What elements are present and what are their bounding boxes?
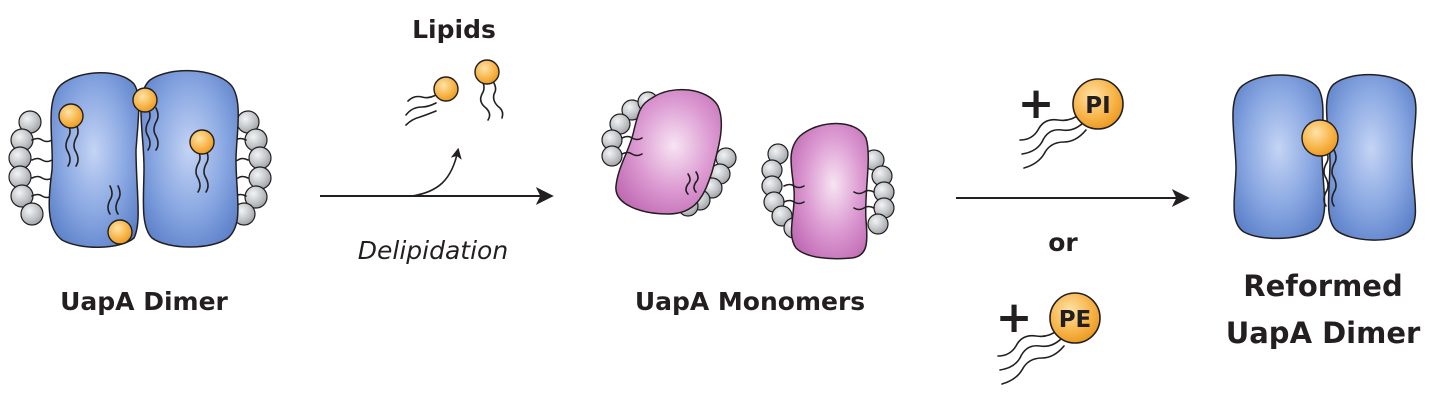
pi-headgroup (1072, 78, 1124, 130)
dimer-label: UapA Dimer (60, 287, 228, 316)
plus-sign-pi: + (1018, 78, 1055, 129)
bound-lipid (107, 185, 133, 245)
released-lipid (405, 76, 459, 126)
delipidation-arrow (320, 147, 554, 205)
pe-headgroup (1049, 292, 1101, 344)
reformed-label-line1: Reformed (1243, 269, 1403, 303)
plus-sign-pe: + (996, 292, 1033, 343)
uapa-dimer-figure (8, 70, 272, 248)
bound-lipid (189, 129, 215, 193)
bound-lipid (58, 103, 84, 167)
lipids-label: Lipids (412, 15, 496, 44)
annular-lipid-beads-left (8, 110, 53, 226)
add-pe-lipid: + PE (996, 292, 1101, 385)
released-lipid (474, 59, 504, 121)
reformed-subunit-left (1232, 74, 1326, 240)
reformed-subunit-right (1325, 74, 1417, 241)
add-pi-lipid: + PI (1018, 78, 1124, 169)
pi-label: PI (1085, 93, 1110, 119)
bound-lipid (1301, 119, 1339, 207)
uapa-monomer-right (761, 122, 895, 260)
pe-label: PE (1059, 307, 1092, 333)
bound-lipid (132, 87, 159, 151)
monomer-body-right (790, 122, 870, 260)
reformed-uapa-dimer-figure (1232, 74, 1417, 241)
reformed-label-line2: UapA Dimer (1226, 316, 1421, 350)
uapa-monomer-left (601, 88, 737, 217)
delipidation-label: Delipidation (358, 236, 508, 265)
monomers-label: UapA Monomers (635, 287, 865, 316)
dimer-subunit-right (140, 70, 239, 248)
or-label: or (1048, 228, 1078, 257)
